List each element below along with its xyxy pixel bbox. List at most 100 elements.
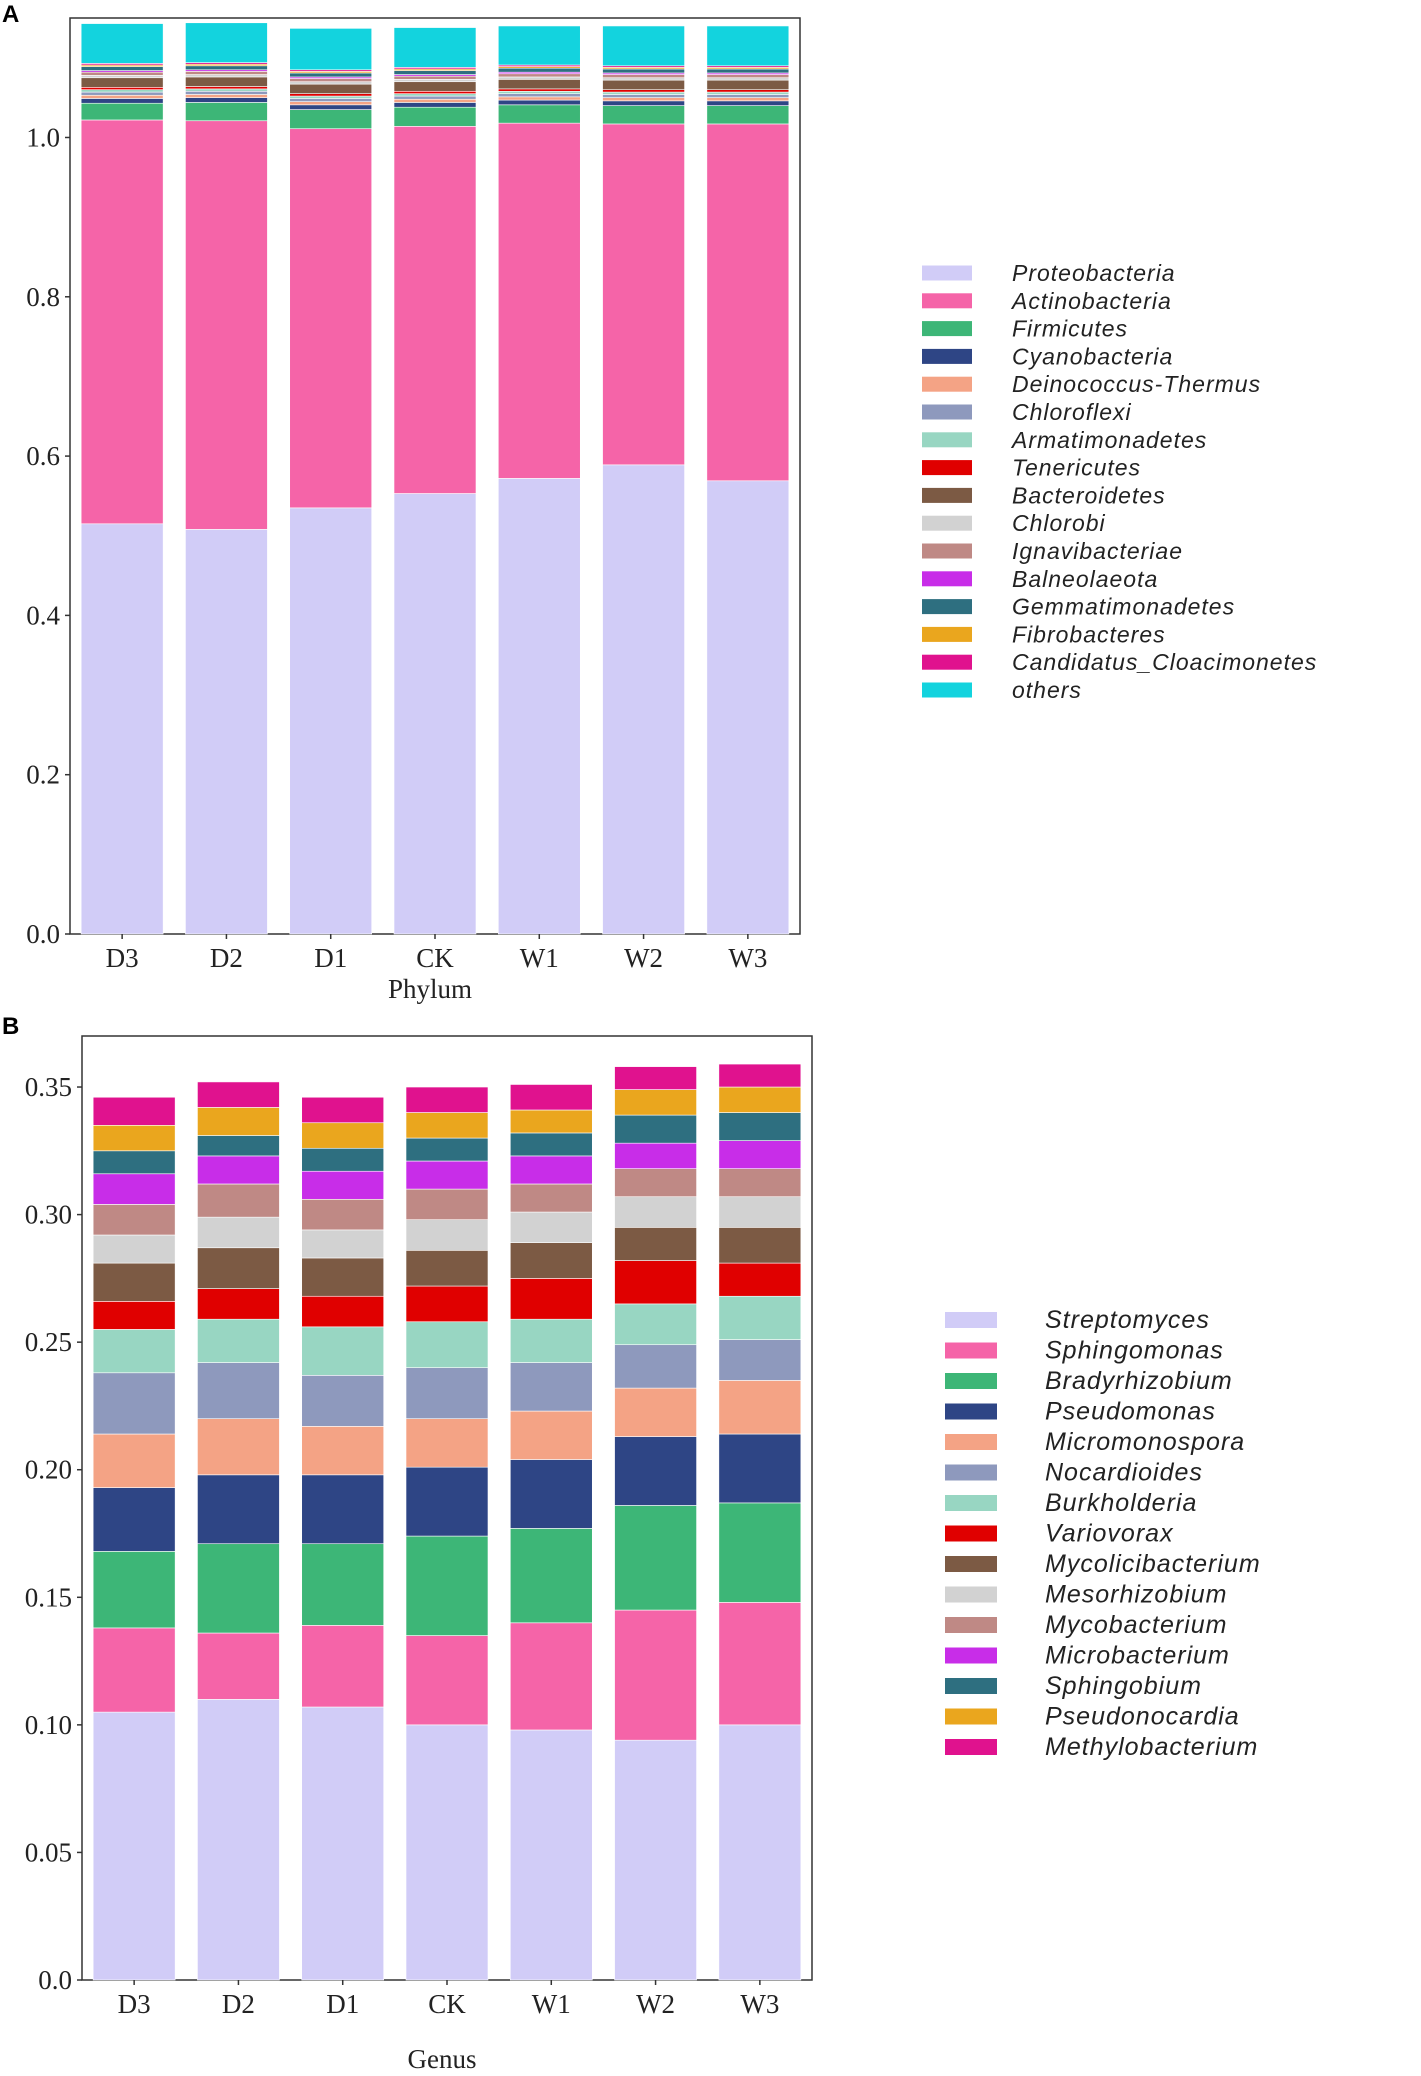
legend-swatch-b-pseudonocardia xyxy=(945,1708,997,1725)
legend-label-b-microbacterium: Microbacterium xyxy=(1045,1642,1230,1670)
bar-a-d3-cyanobacteria xyxy=(80,98,164,104)
bar-b-ck-bradyrhizobium xyxy=(405,1535,489,1636)
bar-a-ck-chlorobi xyxy=(393,79,477,83)
legend-swatch-b-sphingobium xyxy=(945,1678,997,1694)
bar-b-ck-mycolicibacterium xyxy=(405,1250,489,1287)
bar-b-d1-mycolicibacterium xyxy=(301,1257,385,1297)
bar-b-d3-mycobacterium xyxy=(92,1204,176,1236)
bar-a-w1-cyanobacteria xyxy=(497,99,581,106)
bar-b-d1-methylobacterium xyxy=(301,1096,385,1124)
bar-b-ck-methylobacterium xyxy=(405,1086,489,1113)
bar-b-d2-sphingobium xyxy=(197,1135,280,1157)
x-tick-label-b-d1: D1 xyxy=(326,1989,359,2019)
bar-a-d2-firmicutes xyxy=(185,102,268,122)
bar-a-d1-chloroflexi xyxy=(289,98,373,102)
bar-b-d3-microbacterium xyxy=(92,1173,176,1205)
y-tick-label-b-2: 0.10 xyxy=(25,1710,72,1740)
bar-b-d3-pseudonocardia xyxy=(92,1124,176,1152)
bar-a-w2-gemmatimonadetes xyxy=(602,68,685,74)
x-tick-label-a-d1: D1 xyxy=(314,943,347,973)
y-tick-label-b-0: 0.0 xyxy=(38,1965,72,1995)
bar-b-w2-variovorax xyxy=(614,1260,697,1305)
bar-a-w3-deinococcus-thermus xyxy=(706,97,790,102)
legend-swatch-a-fibrobacteres xyxy=(922,626,972,642)
legend-swatch-a-chloroflexi xyxy=(922,404,972,420)
bar-b-d3-burkholderia xyxy=(92,1329,176,1374)
bar-b-w3-sphingobium xyxy=(718,1112,802,1141)
bar-b-w1-sphingobium xyxy=(509,1132,593,1157)
bar-b-d3-variovorax xyxy=(92,1301,176,1330)
legend-swatch-a-cyanobacteria xyxy=(922,348,972,364)
legend-swatch-a-tenericutes xyxy=(922,460,972,476)
bar-a-d1-proteobacteria xyxy=(289,507,373,935)
legend-swatch-b-mycobacterium xyxy=(945,1617,997,1633)
bar-a-d1-tenericutes xyxy=(289,93,373,97)
bar-a-ck-cyanobacteria xyxy=(393,102,477,108)
bar-b-w3-variovorax xyxy=(718,1262,802,1297)
bar-a-d1-actinobacteria xyxy=(289,128,373,509)
bar-b-w2-pseudonocardia xyxy=(614,1089,697,1116)
bar-b-w2-sphingobium xyxy=(614,1114,697,1144)
bar-a-w2-actinobacteria xyxy=(602,123,685,466)
bar-b-w2-methylobacterium xyxy=(614,1066,697,1090)
bar-b-w3-mycolicibacterium xyxy=(718,1227,802,1264)
bar-a-w3-chlorobi xyxy=(706,77,790,81)
bar-b-d3-bradyrhizobium xyxy=(92,1551,176,1629)
legend-label-b-mesorhizobium: Mesorhizobium xyxy=(1045,1581,1228,1609)
bar-a-d1-gemmatimonadetes xyxy=(289,72,373,78)
bar-b-d1-pseudomonas xyxy=(301,1474,385,1545)
legend-label-b-bradyrhizobium: Bradyrhizobium xyxy=(1045,1367,1233,1395)
bar-b-d3-sphingobium xyxy=(92,1150,176,1175)
bar-a-w1-chlorobi xyxy=(497,76,581,80)
y-tick-label-b-6: 0.30 xyxy=(25,1200,72,1230)
legend-swatch-b-mesorhizobium xyxy=(945,1586,997,1603)
bar-a-d3-armatimonadetes xyxy=(80,89,164,93)
bar-b-d2-mesorhizobium xyxy=(197,1216,280,1249)
bar-a-ck-proteobacteria xyxy=(393,493,477,935)
legend-label-a-cyanobacteria: Cyanobacteria xyxy=(1012,343,1173,369)
bar-a-w2-others xyxy=(602,25,685,67)
bar-b-w3-microbacterium xyxy=(718,1140,802,1169)
bar-b-d3-sphingomonas xyxy=(92,1627,176,1713)
bar-a-ck-firmicutes xyxy=(393,106,477,127)
bar-b-d2-pseudomonas xyxy=(197,1474,280,1545)
bar-b-w3-bradyrhizobium xyxy=(718,1502,802,1603)
bar-b-d1-bradyrhizobium xyxy=(301,1543,385,1626)
x-tick-label-a-w2: W2 xyxy=(624,943,663,973)
bar-a-d1-ignavibacteriae xyxy=(289,78,373,83)
bar-a-w2-chloroflexi xyxy=(602,94,685,98)
bar-b-d2-nocardioides xyxy=(197,1362,280,1420)
legend-swatch-b-burkholderia xyxy=(945,1495,997,1511)
y-tick-label-a-1: 0.2 xyxy=(26,760,60,790)
phylum-chart: 0.0 0.2 0.4 0.6 0.8 1.0 D3 D2 D1 CK W1 W2 W3 Phylum Pr… xyxy=(26,17,1316,1004)
bar-a-d2-proteobacteria xyxy=(185,529,268,935)
bar-b-d3-micromonospora xyxy=(92,1433,176,1488)
bar-a-ck-bacteroidetes xyxy=(393,81,477,92)
bar-a-w2-chlorobi xyxy=(602,77,685,81)
bar-b-w1-mycolicibacterium xyxy=(509,1242,593,1279)
bar-b-w3-nocardioides xyxy=(718,1339,802,1381)
bar-a-ck-actinobacteria xyxy=(393,126,477,494)
bar-b-w2-micromonospora xyxy=(614,1387,697,1437)
legend-a: ProteobacteriaActinobacteriaFirmicutesCy… xyxy=(922,260,1316,703)
legend-label-a-ignavibacteriae: Ignavibacteriae xyxy=(1012,538,1183,564)
bar-a-w3-gemmatimonadetes xyxy=(706,68,790,74)
bar-a-d3-firmicutes xyxy=(80,102,164,121)
bar-b-d3-mesorhizobium xyxy=(92,1234,176,1264)
bar-a-ck-gemmatimonadetes xyxy=(393,70,477,75)
x-tick-label-b-w2: W2 xyxy=(636,1989,675,2019)
bar-a-w3-tenericutes xyxy=(706,89,790,93)
bar-b-d3-pseudomonas xyxy=(92,1487,176,1552)
x-tick-label-a-d2: D2 xyxy=(210,943,243,973)
legend-label-a-proteobacteria: Proteobacteria xyxy=(1012,260,1176,286)
bar-a-w2-cyanobacteria xyxy=(602,100,685,106)
legend-label-a-others: others xyxy=(1012,677,1082,703)
bar-b-ck-sphingobium xyxy=(405,1137,489,1162)
bar-a-d2-chlorobi xyxy=(185,74,268,78)
bar-b-ck-pseudomonas xyxy=(405,1466,489,1537)
bar-b-d1-microbacterium xyxy=(301,1170,385,1200)
legend-label-b-pseudonocardia: Pseudonocardia xyxy=(1045,1703,1240,1731)
bar-b-w1-burkholderia xyxy=(509,1318,593,1363)
y-tick-label-a-2: 0.4 xyxy=(26,600,60,630)
